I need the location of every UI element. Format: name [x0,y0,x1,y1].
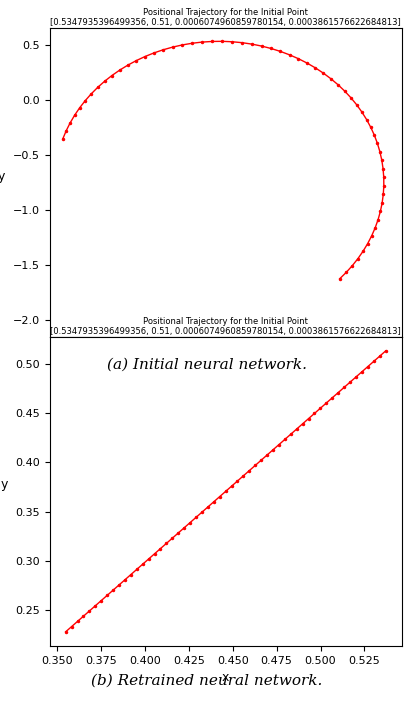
Title: Positional Trajectory for the Initial Point
[0.5347935396499356, 0.51, 0.0006074: Positional Trajectory for the Initial Po… [50,317,400,336]
Y-axis label: y: y [0,478,8,491]
X-axis label: x: x [221,671,229,684]
Text: (a) Initial neural network.: (a) Initial neural network. [107,358,306,372]
Text: (b) Retrained neural network.: (b) Retrained neural network. [91,674,322,688]
X-axis label: x: x [221,362,229,376]
Y-axis label: y: y [0,169,5,183]
Title: Positional Trajectory for the Initial Point
[0.5347935396499356, 0.51, 0.0006074: Positional Trajectory for the Initial Po… [50,8,400,27]
